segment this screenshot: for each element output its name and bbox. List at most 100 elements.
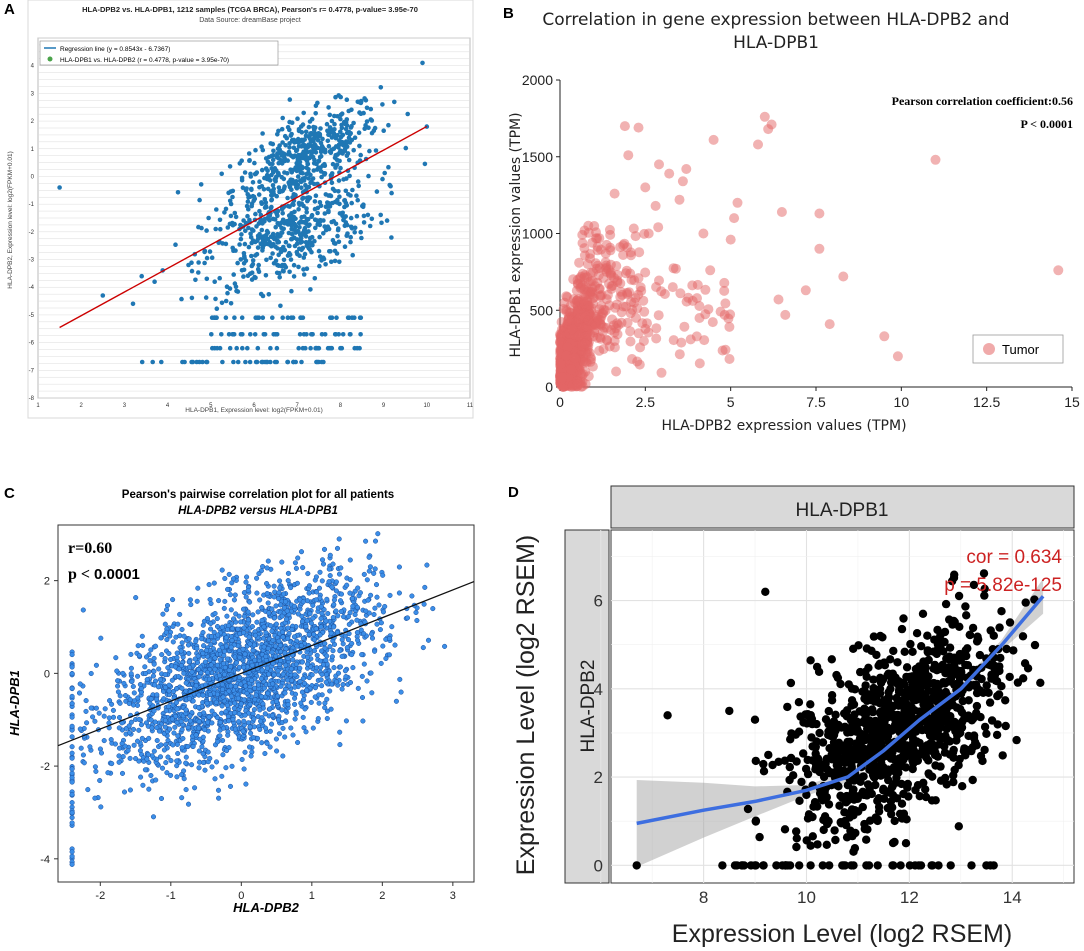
panel-b-point	[653, 310, 664, 321]
panel-c-point	[345, 637, 352, 643]
panel-a-point	[243, 228, 248, 234]
panel-c-point	[212, 666, 218, 672]
panel-c-point	[327, 688, 333, 694]
panel-d-point	[1005, 618, 1015, 627]
panel-c-point	[80, 752, 86, 758]
panel-c-point	[300, 635, 306, 641]
panel-d-point	[969, 580, 979, 590]
panel-d-point	[824, 706, 833, 716]
panel-a-point	[225, 225, 231, 230]
panel-c-point	[323, 618, 329, 624]
panel-a-point	[301, 203, 306, 209]
panel-d-point	[899, 614, 908, 623]
panel-a-point	[307, 235, 313, 241]
panel-c-point	[69, 853, 75, 859]
panel-a-point	[257, 179, 262, 184]
panel-c-point	[236, 719, 242, 725]
panel-c-point	[69, 861, 75, 867]
panel-a-point	[307, 195, 312, 201]
panel-a-point	[283, 143, 288, 148]
panel-c-point	[199, 744, 205, 750]
panel-a-point	[330, 128, 335, 134]
panel-c-point	[219, 703, 225, 709]
panel-c-point	[179, 626, 185, 633]
panel-a-y-tick-label: 2	[31, 119, 35, 125]
panel-a-point	[287, 252, 293, 258]
panel-c-point	[235, 695, 241, 701]
panel-c-point	[150, 814, 157, 820]
panel-c-point	[251, 716, 257, 722]
panel-c-point	[308, 699, 314, 705]
panel-c-point	[185, 724, 191, 730]
panel-a-point	[331, 240, 337, 246]
panel-a-point	[235, 260, 240, 266]
panel-c-point	[241, 718, 247, 724]
panel-c-point	[168, 758, 174, 764]
panel-c-point	[336, 571, 343, 577]
panel-c-point	[139, 633, 145, 639]
panel-c-point	[219, 686, 226, 692]
panel-a-point	[182, 359, 187, 365]
panel-c-point	[301, 697, 307, 703]
panel-c-point	[208, 642, 214, 648]
panel-a-point	[293, 230, 299, 235]
panel-a-point	[379, 220, 384, 226]
panel-a-point	[223, 298, 229, 304]
panel-c-point	[347, 679, 354, 686]
panel-a-point	[330, 161, 336, 167]
panel-c-point	[220, 694, 226, 700]
panel-a-point	[210, 345, 215, 351]
panel-c-point	[341, 614, 347, 620]
panel-c-point	[294, 643, 300, 649]
panel-c-point	[323, 679, 329, 685]
panel-a-point	[337, 259, 342, 265]
panel-a-point	[252, 274, 257, 280]
panel-a-point	[295, 251, 300, 257]
panel-a-point	[139, 359, 145, 365]
panel-a-point	[351, 147, 357, 153]
panel-c-point	[145, 752, 151, 758]
panel-a-point	[273, 224, 279, 230]
panel-a-point	[225, 290, 230, 296]
panel-c-point	[247, 701, 253, 707]
panel-a-x-tick-label: 3	[123, 403, 127, 409]
panel-a-point	[302, 251, 308, 257]
panel-c-point	[380, 572, 386, 578]
panel-c-title: Pearson's pairwise correlation plot for …	[122, 489, 394, 501]
panel-c-point	[196, 705, 202, 711]
panel-b-point	[589, 221, 600, 231]
panel-a-point	[274, 154, 280, 160]
panel-a-point	[249, 253, 254, 259]
panel-a-point	[287, 141, 292, 146]
panel-a-point	[206, 215, 211, 221]
panel-a-point	[241, 218, 246, 223]
panel-a-point	[313, 193, 319, 198]
panel-a-point	[287, 119, 292, 125]
panel-a-point	[275, 132, 280, 137]
panel-a-point	[309, 212, 315, 218]
panel-a-point	[300, 171, 305, 176]
panel-a-point	[305, 161, 310, 167]
panel-c-point	[267, 744, 273, 750]
panel-c-point	[286, 630, 292, 637]
panel-c-point	[300, 565, 306, 571]
panel-c-point	[275, 668, 281, 674]
panel-a-point	[339, 345, 345, 351]
panel-a-x-axis-label: HLA-DPB1, Expression level: log2(FPKM+0.…	[185, 407, 322, 414]
panel-b-point	[623, 150, 634, 161]
panel-a-point	[338, 129, 343, 134]
panel-c-point	[264, 590, 270, 597]
panel-a-point	[354, 345, 360, 351]
panel-a-point	[273, 175, 279, 181]
panel-a-point	[336, 226, 341, 231]
panel-c-point	[183, 760, 189, 766]
panel-a-point	[287, 145, 292, 150]
panel-c-point	[190, 743, 196, 750]
panel-c-point	[283, 662, 289, 668]
panel-d-points	[632, 569, 1045, 870]
panel-c-point	[98, 804, 104, 810]
panel-c-point	[248, 730, 254, 736]
panel-a-point	[322, 147, 328, 153]
panel-a-point	[317, 200, 323, 205]
